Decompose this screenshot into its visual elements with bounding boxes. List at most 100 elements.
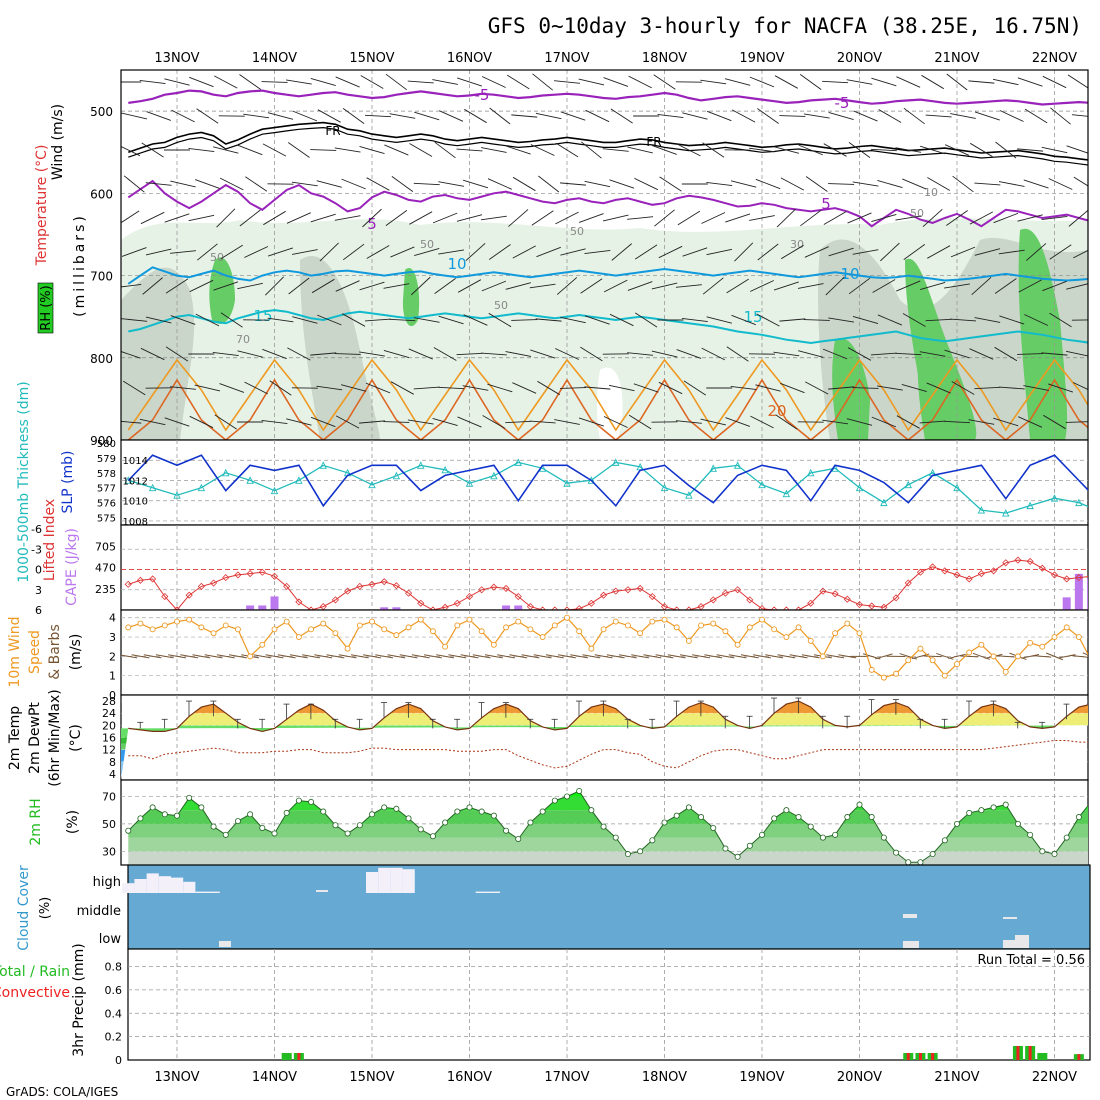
- upper-wind-barb: [287, 347, 311, 361]
- rh2m-panel: 30 50 70 2m RH (%): [28, 779, 1089, 866]
- upper-wind-barb: [757, 108, 779, 124]
- li-marker: [1038, 564, 1046, 572]
- rh-marker: [746, 842, 753, 849]
- pressure-tick: 600: [90, 187, 113, 201]
- upper-wind-barb: [560, 316, 586, 324]
- rh-marker: [222, 831, 229, 838]
- thickness-marker: [880, 498, 888, 507]
- upper-wind-barb: [287, 142, 310, 158]
- precip-convective-bar: [1028, 1045, 1032, 1060]
- rh-marker: [332, 822, 339, 829]
- precip-convective-bar: [906, 1052, 910, 1060]
- upper-wind-barb: [165, 278, 189, 294]
- upper-wind-barb: [1043, 414, 1066, 430]
- wind10m-barb: [314, 654, 333, 659]
- upper-wind-barb: [902, 178, 927, 190]
- upper-wind-barb: [365, 318, 391, 322]
- rh-marker: [1075, 814, 1082, 821]
- li-marker: [843, 595, 851, 603]
- upper-wind-barb: [292, 249, 318, 255]
- thickness-marker: [660, 483, 669, 492]
- wind-speed-marker: [783, 634, 790, 640]
- upper-wind-barb: [999, 110, 1024, 122]
- rh-marker: [880, 834, 887, 841]
- upper-wind-barb: [701, 347, 726, 361]
- wind-speed-marker: [771, 626, 778, 633]
- upper-wind-barb: [457, 416, 482, 428]
- temp2m-label-b: 2m DewPt: [27, 702, 43, 774]
- wind-speed-marker: [490, 641, 497, 648]
- upper-wind-barb: [1071, 114, 1088, 117]
- pressure-tick: 800: [90, 352, 113, 366]
- rh-marker: [649, 837, 656, 844]
- rh-marker: [454, 808, 461, 815]
- upper-wind-barb: [438, 386, 465, 390]
- millibars-axis-label: (millibars): [72, 213, 88, 317]
- cape-bar: [1074, 573, 1083, 610]
- wind10m-barb: [253, 654, 272, 659]
- rh-band: [128, 837, 1088, 852]
- upper-wind-barb: [414, 247, 440, 257]
- wind-speed-marker: [137, 620, 144, 627]
- upper-wind-barb: [895, 215, 922, 221]
- wind-speed-marker: [186, 616, 193, 623]
- wind-speed-marker: [856, 630, 863, 637]
- li-marker: [599, 591, 608, 599]
- upper-wind-barb: [121, 112, 148, 120]
- wind-speed-line: [128, 616, 1088, 679]
- cape-bar: [270, 596, 279, 610]
- li-marker: [149, 575, 157, 583]
- rh-shading-dark-2: [402, 268, 420, 327]
- wind-speed-marker: [551, 622, 558, 629]
- run-total-label: Run Total = 0.56: [977, 953, 1085, 968]
- thickness-marker: [904, 480, 912, 489]
- upper-wind-barb: [609, 179, 635, 189]
- upper-wind-barb: [724, 78, 751, 86]
- cloud-high-bar: [134, 879, 147, 893]
- li-marker: [965, 575, 973, 583]
- wind-speed-marker: [966, 649, 973, 656]
- upper-wind-barb: [409, 143, 433, 157]
- upper-wind-barb: [456, 77, 483, 87]
- rh-marker: [149, 804, 156, 811]
- li-marker: [124, 580, 132, 588]
- upper-wind-barb: [407, 419, 434, 425]
- cape-bar: [258, 605, 267, 610]
- thickness-marker: [197, 483, 206, 492]
- upper-wind-barb: [584, 249, 611, 255]
- wind10m-label-b: Speed: [27, 630, 43, 674]
- thickness-marker: [222, 468, 230, 477]
- upper-wind-barb: [121, 210, 140, 224]
- wind-speed-marker: [283, 618, 290, 625]
- cape-axis-label: CAPE (J/kg): [64, 528, 80, 606]
- wind10m-barb: [545, 654, 564, 659]
- rh-marker: [966, 809, 973, 816]
- li-marker: [746, 596, 754, 604]
- upper-wind-barb: [706, 181, 733, 187]
- upper-wind-barb: [1024, 314, 1049, 326]
- upper-wind-barb: [725, 213, 751, 223]
- wind-speed-marker: [515, 618, 522, 625]
- rh-tick: 70: [102, 790, 116, 803]
- thickness-marker: [490, 471, 498, 480]
- upper-wind-barb: [658, 245, 683, 259]
- li-marker: [904, 579, 912, 587]
- upper-wind-barb: [921, 74, 944, 90]
- temperature-axis-label: Temperature (°C): [34, 145, 50, 267]
- pressure-axis: 500 600 700 800 900: [90, 105, 113, 448]
- upper-wind-barb: [195, 179, 220, 189]
- wind-speed-marker: [381, 626, 388, 633]
- upper-wind-barb: [950, 113, 976, 119]
- wind-speed-marker: [527, 626, 534, 633]
- rh-contour-label: 30: [790, 238, 804, 251]
- thickness-marker: [733, 461, 742, 469]
- upper-wind-barb: [335, 76, 360, 88]
- rh-marker: [637, 848, 644, 855]
- wind10m-panel: 0 1 2 3 4 10m Wind Speed & Barbs (m/s): [7, 609, 1089, 702]
- wind10m-barb: [948, 653, 966, 660]
- upper-wind-barb: [535, 112, 562, 120]
- wind-tick: 1: [109, 670, 116, 683]
- cape-bar: [1087, 578, 1088, 610]
- li-marker: [344, 587, 352, 595]
- contour-label: 15: [253, 307, 272, 325]
